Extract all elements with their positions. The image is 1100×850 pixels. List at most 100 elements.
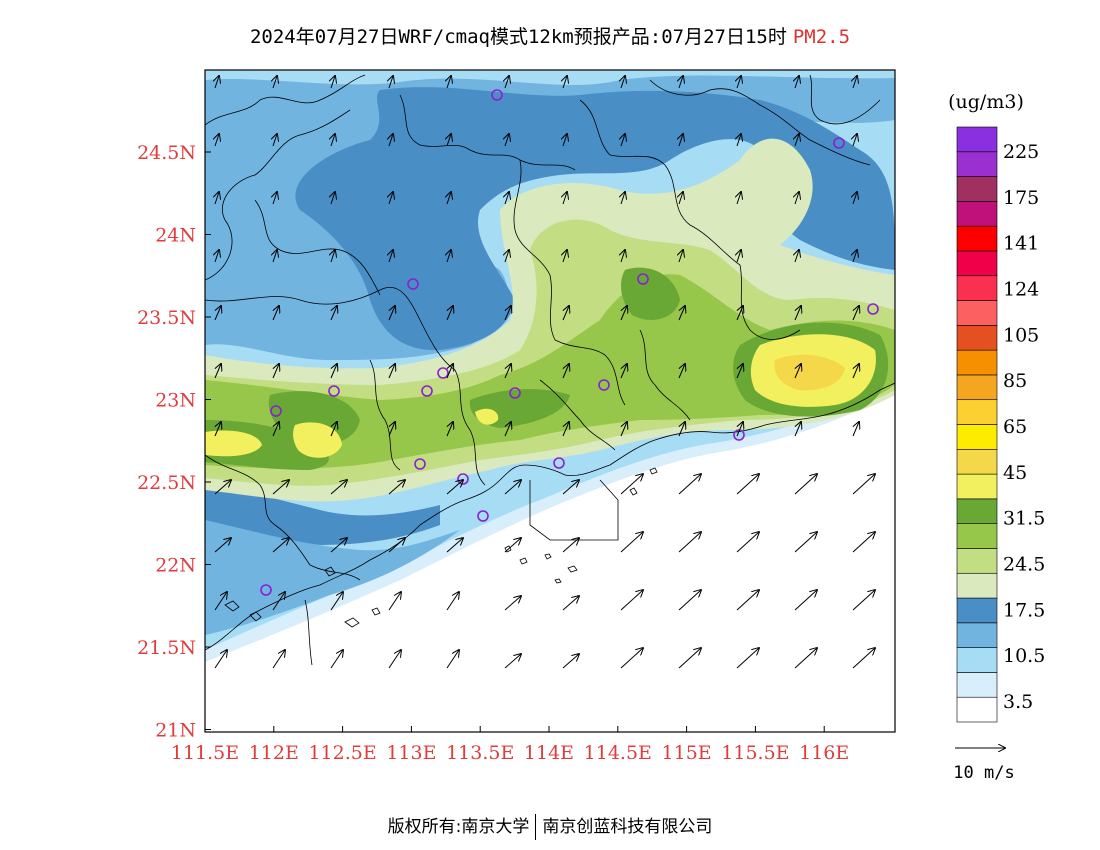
wind-arrow: [562, 654, 579, 669]
wind-arrow: [504, 538, 521, 553]
wind-arrow: [795, 134, 799, 147]
wind-arrow: [562, 306, 569, 321]
wind-arrow: [446, 592, 459, 611]
wind-arrow: [272, 364, 279, 379]
wind-arrow: [794, 648, 817, 669]
wind-arrow: [679, 134, 683, 147]
wind-arrow: [388, 364, 395, 379]
colorbar-label: 85: [1003, 370, 1027, 392]
lon-label: 112.5E: [308, 742, 376, 764]
city-station-marker: [491, 89, 503, 101]
wind-reference: 10 m/s: [953, 748, 1015, 783]
wind-arrow: [563, 192, 567, 205]
wind-arrow: [504, 422, 511, 437]
province-borders: [205, 74, 895, 666]
city-station-marker: [421, 385, 433, 397]
wind-arrow: [330, 306, 337, 321]
wind-arrow: [273, 76, 277, 89]
wind-arrow: [389, 76, 393, 89]
lon-label: 113.5E: [446, 742, 514, 764]
wind-arrow: [447, 134, 451, 147]
wind-arrow: [736, 532, 759, 553]
city-station-marker: [477, 510, 489, 522]
pm25-field: [205, 70, 895, 732]
wind-arrow: [737, 134, 741, 147]
wind-arrow: [853, 192, 857, 205]
colorbar-segment: [956, 300, 998, 326]
wind-arrow: [389, 250, 393, 263]
wind-arrow: [505, 134, 509, 147]
wind-arrow: [331, 76, 335, 89]
wind-arrow: [563, 134, 567, 147]
wind-arrow: [794, 474, 817, 495]
wind-arrow: [621, 250, 625, 263]
wind-arrow: [852, 648, 875, 669]
colorbar-segment: [956, 151, 998, 177]
title-main: 2024年07月27日WRF/cmaq模式12km预报产品:07月27日15时: [249, 26, 787, 48]
wind-arrow: [620, 306, 627, 321]
city-station-marker: [414, 458, 426, 470]
lat-label: 24.5N: [137, 142, 196, 164]
wind-arrow: [215, 192, 219, 205]
wind-arrow: [563, 76, 567, 89]
wind-arrow: [621, 192, 625, 205]
wind-arrow: [214, 422, 221, 437]
lon-label: 114.5E: [584, 742, 652, 764]
wind-arrow: [678, 422, 685, 437]
field-yellow-3: [205, 430, 262, 457]
wind-arrow: [215, 76, 219, 89]
city-station-marker: [867, 303, 879, 315]
chart-title: 2024年07月27日WRF/cmaq模式12km预报产品:07月27日15时 P…: [0, 22, 1100, 49]
wind-arrow: [795, 192, 799, 205]
wind-arrow: [446, 650, 459, 669]
lon-label: 112E: [249, 742, 299, 764]
lat-label: 21.5N: [137, 637, 196, 659]
wind-arrow: [737, 250, 741, 263]
wind-arrow: [562, 422, 569, 437]
colorbar-label: 3.5: [1003, 691, 1033, 713]
wind-arrow: [331, 134, 335, 147]
wind-arrow: [215, 250, 219, 263]
wind-arrow: [214, 650, 227, 669]
wind-arrow: [446, 306, 453, 321]
colorbar-segment: [956, 448, 998, 475]
city-stations: [260, 89, 879, 596]
lat-label: 24N: [155, 225, 196, 247]
legend-unit: (ug/m3): [948, 91, 1024, 113]
wind-arrow: [679, 250, 683, 263]
wind-arrow: [795, 250, 799, 263]
lon-label: 114E: [524, 742, 574, 764]
wind-arrow: [736, 590, 759, 611]
wind-arrow: [504, 654, 521, 669]
wind-arrow: [447, 76, 451, 89]
colorbar-segment: [956, 176, 998, 202]
lat-label: 22.5N: [137, 472, 196, 494]
colorbar-label: 45: [1003, 462, 1027, 484]
wind-arrow: [214, 592, 227, 611]
wind-arrow: [505, 250, 509, 263]
wind-arrow: [678, 474, 701, 495]
wind-arrow: [795, 76, 799, 89]
colorbar-segment: [956, 647, 998, 673]
wind-arrow: [794, 422, 801, 437]
city-station-marker: [637, 273, 649, 285]
wind-arrow: [272, 306, 279, 321]
wind-arrow: [388, 650, 401, 669]
colorbar-segment: [956, 424, 998, 450]
colorbar-label: 225: [1003, 141, 1039, 163]
wind-arrow: [215, 134, 219, 147]
city-station-marker: [509, 387, 521, 399]
lat-label: 22N: [155, 555, 196, 577]
wind-arrow: [736, 306, 743, 321]
colorbar-segment: [956, 349, 998, 376]
wind-arrow: [562, 480, 579, 495]
wind-arrow: [620, 364, 627, 379]
wind-arrow: [272, 592, 285, 611]
wind-arrow: [620, 422, 627, 437]
wind-reference-label: 10 m/s: [953, 763, 1014, 783]
islands: [224, 467, 658, 628]
colorbar-segment: [956, 325, 998, 351]
wind-arrow: [620, 590, 643, 611]
footer-divider: [535, 814, 537, 840]
